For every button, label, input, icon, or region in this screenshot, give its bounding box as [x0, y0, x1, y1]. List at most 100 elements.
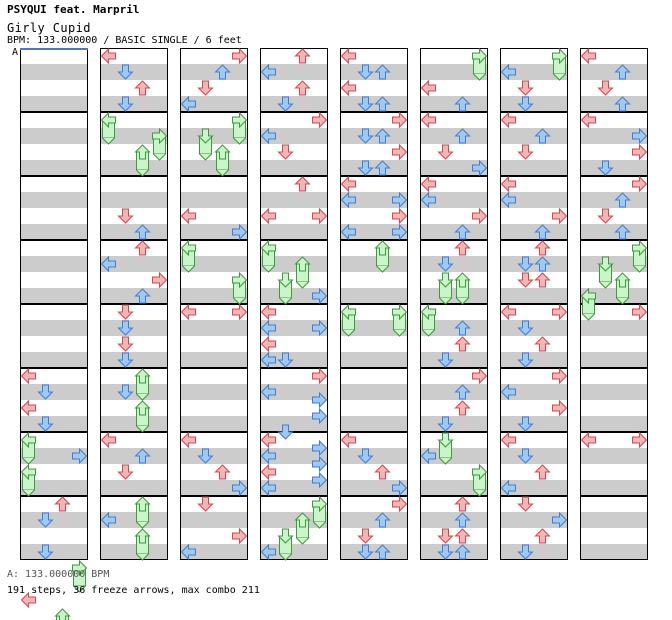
arrow-right [392, 495, 408, 513]
measure-border [420, 496, 488, 560]
arrow-down [437, 416, 454, 432]
beat-stripe [180, 352, 248, 368]
freeze-tail [456, 297, 469, 305]
arrow-down [437, 528, 454, 544]
freeze-arrow [420, 303, 436, 337]
beat-stripe [20, 160, 88, 176]
arrow-right [312, 287, 328, 305]
measure-border [20, 304, 88, 368]
arrow-down [117, 208, 134, 224]
measure-border [500, 48, 568, 112]
freeze-arrow [260, 239, 276, 273]
arrow-right [472, 367, 488, 385]
arrow-right [632, 175, 648, 193]
arrow-left [340, 223, 356, 241]
beat-stripe [500, 224, 568, 240]
freeze-arrow [437, 432, 454, 465]
measure-border [500, 176, 568, 240]
arrow-down [517, 96, 534, 112]
freeze-arrow [232, 111, 248, 145]
arrow-up [454, 384, 471, 400]
arrow-up [374, 96, 391, 112]
beat-stripe [180, 64, 248, 80]
arrow-down [117, 96, 134, 112]
arrow-down [37, 512, 54, 528]
arrow-left [340, 79, 356, 97]
beat-stripe [100, 480, 168, 496]
beat-stripe [100, 512, 168, 528]
arrow-right [312, 367, 328, 385]
arrow-down [117, 464, 134, 480]
chart-column [340, 48, 408, 560]
measure-border [580, 304, 648, 368]
measure-border [100, 368, 168, 432]
arrow-up [454, 224, 471, 240]
measure-border [580, 368, 648, 432]
freeze-arrow [134, 528, 151, 561]
beat-stripe [580, 160, 648, 176]
freeze-tail [616, 297, 629, 305]
beat-stripe [340, 224, 408, 240]
freeze-tail [376, 265, 389, 273]
arrow-down [597, 256, 614, 272]
measure-border [180, 432, 248, 496]
measure-border [20, 368, 88, 432]
freeze-tail [199, 153, 212, 161]
arrow-up [294, 256, 311, 272]
measure-border [260, 240, 328, 304]
measure-border [500, 112, 568, 176]
beat-stripe [340, 448, 408, 464]
beat-stripe [260, 96, 328, 112]
freeze-tail [296, 281, 309, 289]
measure-border [100, 240, 168, 304]
arrow-up [454, 496, 471, 512]
arrow-left [260, 335, 276, 353]
beat-stripe [420, 544, 488, 560]
beat-stripe [180, 128, 248, 144]
arrow-down [357, 160, 374, 176]
measure-border [260, 112, 328, 176]
beat-stripe [500, 384, 568, 400]
beat-stripe [100, 128, 168, 144]
arrow-left [260, 351, 276, 369]
beat-stripe [420, 384, 488, 400]
arrow-up [454, 320, 471, 336]
arrow-left [260, 383, 276, 401]
arrow-right [232, 303, 248, 321]
beat-stripe [500, 480, 568, 496]
beat-stripe [100, 192, 168, 208]
arrow-up [534, 240, 551, 256]
measure-border [580, 48, 648, 112]
freeze-arrow [392, 303, 408, 337]
beat-stripe [100, 288, 168, 304]
beat-stripe [260, 384, 328, 400]
measure-border [100, 112, 168, 176]
measure-border [340, 368, 408, 432]
arrow-down [117, 336, 134, 352]
beat-stripe [180, 448, 248, 464]
beat-stripe [20, 544, 88, 560]
freeze-tail [216, 169, 229, 177]
freeze-tail [296, 537, 309, 545]
arrow-left [420, 303, 436, 321]
arrow-up [454, 512, 471, 528]
arrow-down [357, 544, 374, 560]
arrow-down [437, 544, 454, 560]
arrow-left [100, 511, 116, 529]
measure-border [500, 496, 568, 560]
arrow-up [134, 528, 151, 544]
bpm-marker-label: A [12, 47, 19, 58]
arrow-down [357, 64, 374, 80]
beat-stripe [420, 512, 488, 528]
beat-stripe [580, 288, 648, 304]
arrow-down [597, 160, 614, 176]
measure-border [580, 240, 648, 304]
arrow-up [454, 544, 471, 560]
arrow-down [517, 496, 534, 512]
arrow-down [37, 544, 54, 560]
measure-border [580, 496, 648, 560]
arrow-right [392, 207, 408, 225]
arrow-down [117, 384, 134, 400]
beat-stripe [580, 224, 648, 240]
beat-stripe [340, 96, 408, 112]
